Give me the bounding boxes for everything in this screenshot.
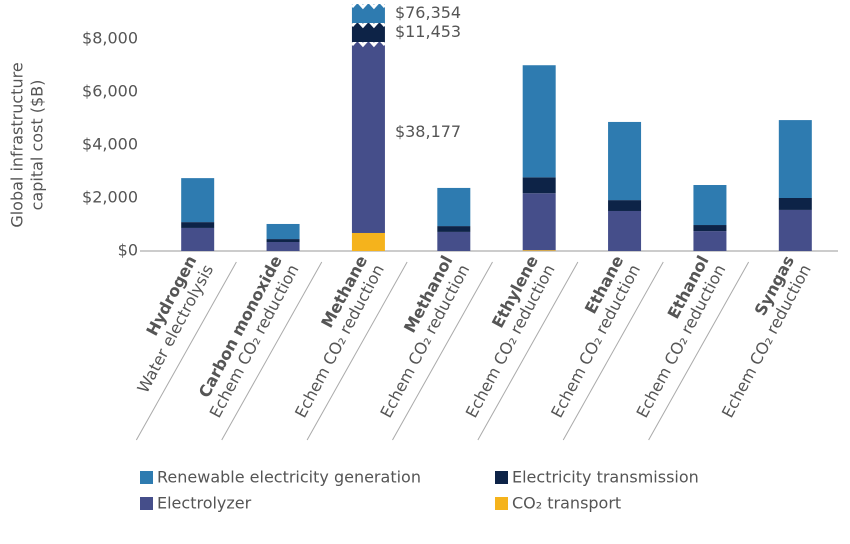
y-tick-label: $2,000 [82, 188, 138, 207]
bar-segment [693, 185, 727, 226]
separator [562, 261, 664, 441]
bar-segment [693, 231, 727, 251]
y-axis-label: Global infrastructure capital cost ($B) [8, 62, 47, 227]
legend-label: CO₂ transport [512, 494, 621, 513]
legend-swatch [495, 471, 508, 484]
y-tick-label: $6,000 [82, 82, 138, 101]
legend-label: Renewable electricity generation [157, 468, 421, 487]
bar-segment [778, 198, 812, 210]
bar-segment [522, 250, 556, 251]
axis-break [350, 0, 387, 10]
bar-segment [522, 65, 556, 178]
y-tick-label: $8,000 [82, 29, 138, 48]
bar-segment [778, 120, 812, 198]
bar-segment [437, 226, 471, 232]
separator [392, 261, 493, 441]
bar-segment [522, 193, 556, 251]
value-label: $38,177 [395, 122, 461, 141]
bar-segment [608, 121, 642, 201]
value-label: $76,354 [395, 3, 461, 22]
bar-segment [608, 210, 642, 251]
bar-segment [351, 232, 385, 251]
separator [648, 261, 750, 441]
bar-segment [608, 200, 642, 211]
legend-label: Electrolyzer [157, 494, 252, 513]
bar-segment [693, 225, 727, 232]
legend-swatch [140, 471, 153, 484]
y-tick-label: $0 [118, 241, 138, 260]
bar-segment [181, 227, 215, 251]
legend-swatch [495, 497, 508, 510]
y-tick-label: $4,000 [82, 135, 138, 154]
bar-segment [437, 231, 471, 251]
bar-segment [522, 177, 556, 194]
separator [221, 261, 323, 441]
bar-segment [351, 4, 385, 23]
bar-segment [181, 222, 215, 228]
separator [135, 261, 237, 441]
y-label-line: Global infrastructure [8, 62, 27, 227]
bar-segment [437, 187, 471, 227]
bar-segment [181, 178, 215, 223]
legend-swatch [140, 497, 153, 510]
legend-label: Electricity transmission [512, 468, 699, 487]
bar-segment [351, 23, 385, 42]
y-label-line: capital cost ($B) [28, 80, 47, 211]
bar-segment [351, 42, 385, 233]
separator [306, 261, 408, 441]
separator [477, 261, 579, 441]
bar-segment [266, 223, 300, 240]
bar-segment [266, 241, 300, 251]
bar-segment [778, 209, 812, 251]
bar-segment [266, 239, 300, 242]
value-label: $11,453 [395, 22, 461, 41]
